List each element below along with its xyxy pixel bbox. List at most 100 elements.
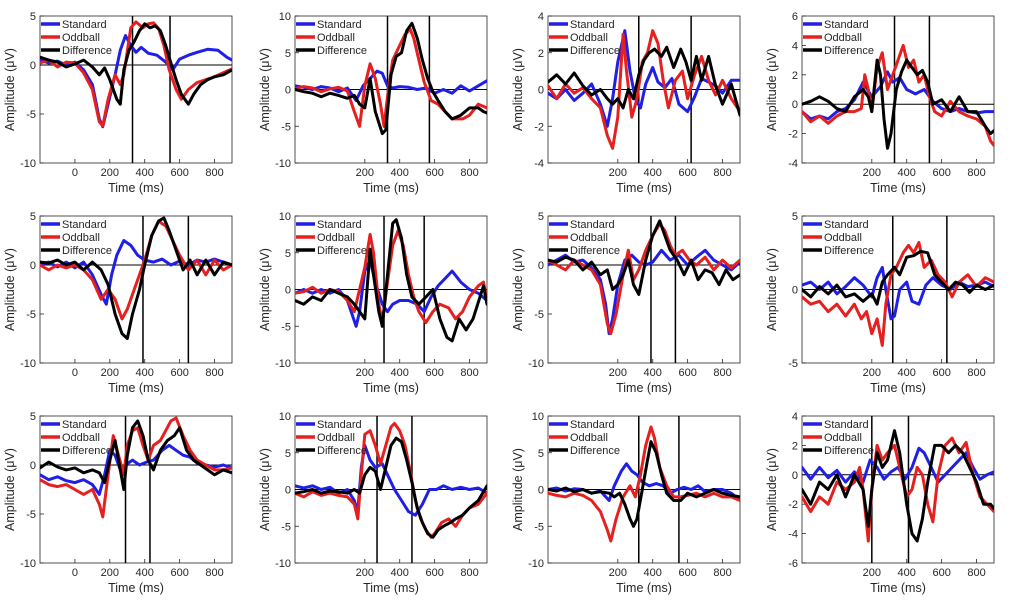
y-tick-label: 0 [30, 260, 36, 272]
x-tick-label: 600 [425, 167, 443, 179]
y-tick-label: -4 [788, 158, 798, 170]
y-tick-label: -2 [788, 499, 798, 511]
x-tick-label: 600 [425, 367, 443, 379]
legend-label-oddball: Oddball [570, 432, 608, 444]
x-tick-label: 800 [713, 567, 731, 579]
x-tick-label: 400 [391, 167, 409, 179]
x-tick-label: 200 [356, 167, 374, 179]
y-tick-label: 0 [285, 485, 291, 497]
y-tick-label: -10 [275, 158, 291, 170]
x-tick-label: 400 [898, 367, 916, 379]
x-tick-label: 200 [609, 567, 627, 579]
x-tick-label: 0 [72, 167, 78, 179]
x-tick-label: 600 [170, 367, 188, 379]
legend-label-oddball: Oddball [317, 232, 355, 244]
legend-label-difference: Difference [62, 45, 112, 57]
x-tick-label: 200 [101, 367, 119, 379]
x-tick-label: 200 [101, 567, 119, 579]
x-axis-label: Time (ms) [108, 381, 164, 395]
x-axis-label: Time (ms) [363, 181, 419, 195]
y-tick-label: 0 [30, 460, 36, 472]
erp-panel: -4 -2 0 2 4 6 200 400 600 800 Time (ms) Amplitude (… [765, 11, 995, 195]
y-tick-label: 0 [792, 99, 798, 111]
y-tick-label: 6 [792, 11, 798, 23]
y-tick-label: 4 [538, 11, 544, 23]
y-axis-label: Amplitude (μV) [258, 48, 272, 131]
erp-panel: -10 -5 0 5 0 200 400 600 800 Time (ms) Amplitude (… [3, 411, 233, 595]
series-difference-line [295, 436, 487, 539]
y-tick-label: -10 [20, 358, 36, 370]
erp-panel: -10 -5 0 5 10 200 400 600 800 Time (ms) Amplitude … [258, 11, 488, 195]
y-tick-label: 10 [279, 11, 291, 23]
y-tick-label: -10 [275, 358, 291, 370]
y-tick-label: -5 [281, 121, 291, 133]
series-standard-line [548, 248, 740, 336]
legend-label-standard: Standard [62, 419, 107, 431]
series-difference-line [548, 219, 740, 296]
legend-label-standard: Standard [62, 19, 107, 31]
y-tick-label: 0 [792, 470, 798, 482]
legend-label-oddball: Oddball [824, 432, 862, 444]
legend-label-oddball: Oddball [570, 232, 608, 244]
y-tick-label: 2 [538, 48, 544, 60]
y-tick-label: -5 [788, 358, 798, 370]
x-tick-label: 800 [205, 167, 223, 179]
series-difference-line [802, 58, 994, 150]
legend-label-oddball: Oddball [824, 32, 862, 44]
y-tick-label: 5 [792, 211, 798, 223]
x-tick-label: 0 [72, 567, 78, 579]
legend-label-standard: Standard [824, 19, 869, 31]
legend-label-standard: Standard [824, 219, 869, 231]
y-tick-label: 5 [30, 211, 36, 223]
erp-panel: -10 -5 0 5 0 200 400 600 800 Time (ms) Amplitude (… [3, 11, 233, 195]
x-tick-label: 400 [391, 367, 409, 379]
legend-label-difference: Difference [317, 45, 367, 57]
y-tick-label: 4 [792, 40, 798, 52]
series-oddball-line [802, 436, 994, 543]
legend-label-standard: Standard [62, 219, 107, 231]
x-axis-label: Time (ms) [108, 181, 164, 195]
y-axis-label: Amplitude (μV) [258, 248, 272, 331]
y-tick-label: 2 [792, 70, 798, 82]
x-tick-label: 400 [898, 567, 916, 579]
x-axis-label: Time (ms) [108, 581, 164, 595]
series-oddball-line [40, 20, 232, 128]
series-oddball-line [295, 421, 487, 539]
x-tick-label: 200 [863, 367, 881, 379]
y-tick-label: -4 [788, 529, 798, 541]
x-tick-label: 200 [863, 167, 881, 179]
x-tick-label: 800 [460, 567, 478, 579]
series-oddball-line [802, 43, 994, 147]
legend-label-difference: Difference [570, 45, 620, 57]
x-axis-label: Time (ms) [363, 381, 419, 395]
y-tick-label: -5 [281, 521, 291, 533]
x-tick-label: 200 [356, 367, 374, 379]
y-tick-label: -10 [20, 558, 36, 570]
x-axis-label: Time (ms) [870, 181, 926, 195]
x-tick-label: 400 [644, 167, 662, 179]
y-tick-label: 0 [285, 285, 291, 297]
y-axis-label: Amplitude (μV) [3, 248, 17, 331]
legend-label-oddball: Oddball [62, 32, 100, 44]
series-difference-line [802, 249, 994, 306]
legend-label-oddball: Oddball [570, 32, 608, 44]
series-difference-line [802, 429, 994, 543]
y-tick-label: 5 [30, 11, 36, 23]
x-tick-label: 600 [678, 567, 696, 579]
y-axis-label: Amplitude (μV) [511, 48, 525, 131]
x-tick-label: 200 [609, 367, 627, 379]
legend-label-difference: Difference [62, 445, 112, 457]
legend-label-standard: Standard [317, 219, 362, 231]
x-tick-label: 600 [678, 367, 696, 379]
series-difference-line [40, 22, 232, 106]
y-tick-label: -5 [26, 109, 36, 121]
y-axis-label: Amplitude (μV) [3, 448, 17, 531]
x-tick-label: 800 [713, 367, 731, 379]
y-tick-label: 5 [285, 448, 291, 460]
y-tick-label: 10 [279, 411, 291, 423]
series-difference-line [548, 440, 740, 528]
y-tick-label: 0 [538, 85, 544, 97]
legend-label-difference: Difference [824, 45, 874, 57]
x-tick-label: 200 [863, 567, 881, 579]
x-tick-label: 200 [609, 167, 627, 179]
